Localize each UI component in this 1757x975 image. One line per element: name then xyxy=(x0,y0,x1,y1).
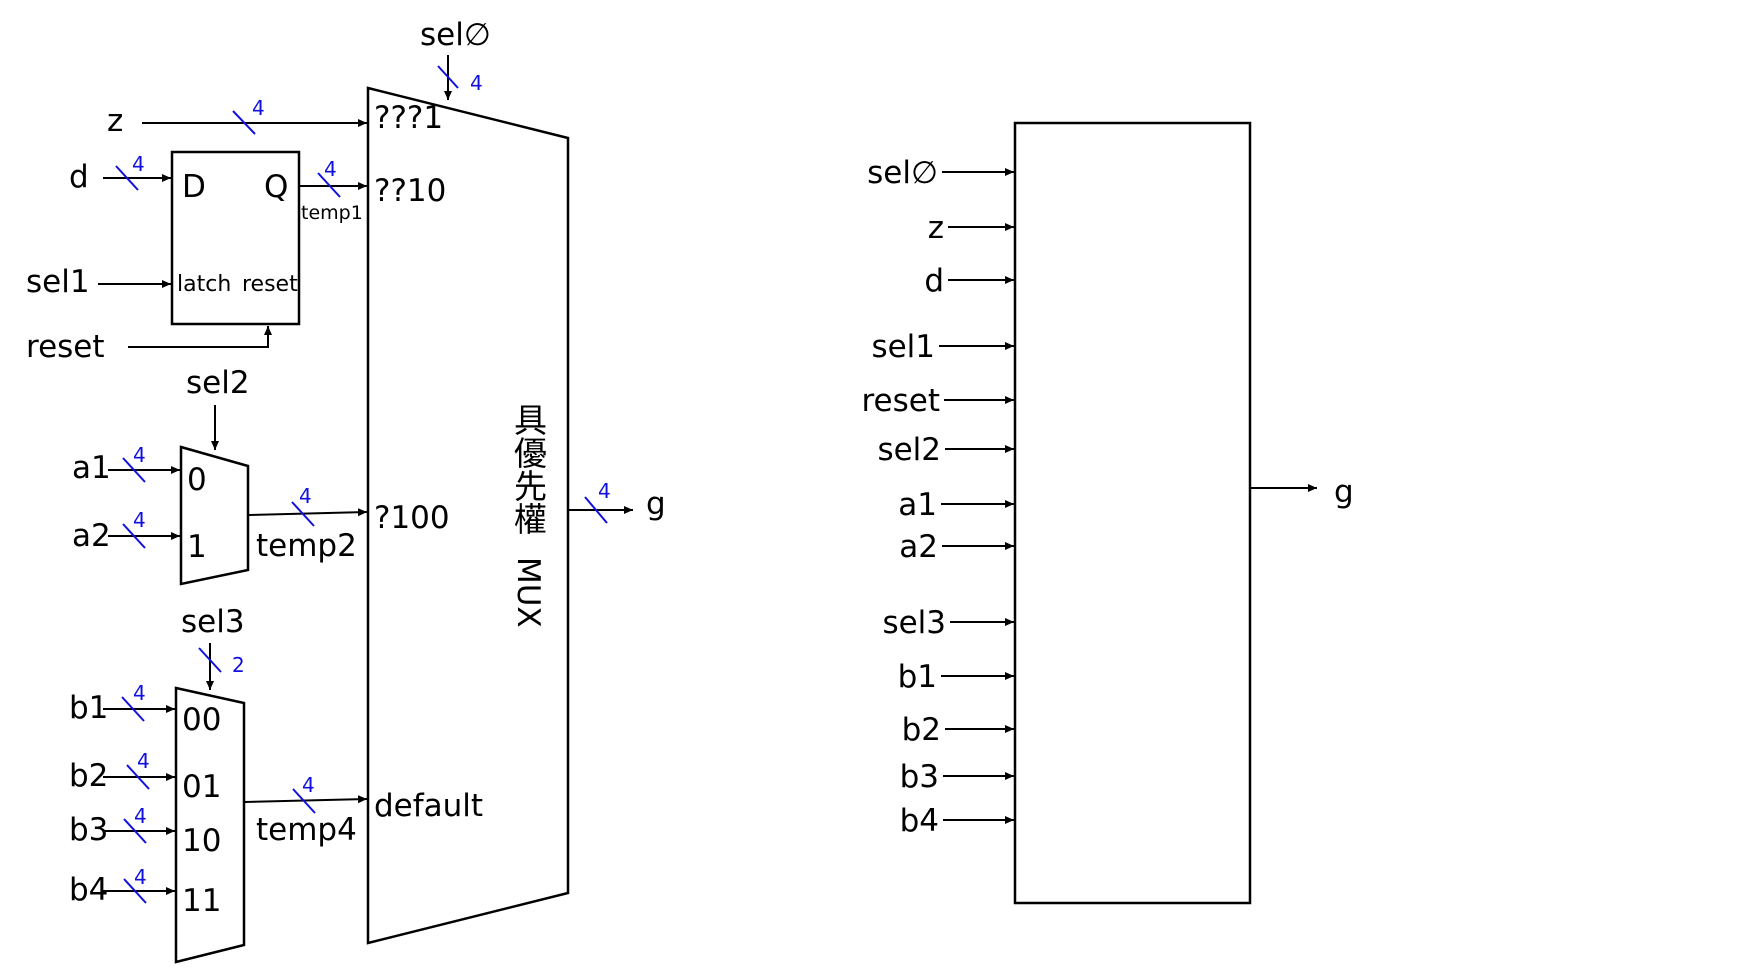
right-label-sel3: sel3 xyxy=(882,605,946,641)
label-b1: b1 xyxy=(69,690,108,726)
bus-slash-a1 xyxy=(122,457,146,483)
bus-slash-q xyxy=(317,172,341,198)
label-temp1: temp1 xyxy=(301,202,363,224)
label-sel0: sel∅ xyxy=(420,17,491,53)
mux-case-1: ???1 xyxy=(374,100,443,136)
label-b2: b2 xyxy=(69,758,108,794)
bus-slash-sel0 xyxy=(437,65,459,89)
bus-width-q: 4 xyxy=(324,157,337,181)
bus-slash-d xyxy=(115,165,139,191)
mux-case-default: default xyxy=(374,788,483,824)
right-label-d: d xyxy=(924,263,944,299)
priority-mux-title-cjk: 具優先權 xyxy=(509,403,548,535)
bus-width-g: 4 xyxy=(598,479,611,503)
mux4-in00: 00 xyxy=(182,702,221,738)
bus-width-sel3: 2 xyxy=(232,653,245,677)
bus-slash-b4 xyxy=(123,878,147,904)
latch-d-pin: D xyxy=(182,169,206,205)
bus-slash-temp2 xyxy=(291,501,315,527)
bus-slash-z xyxy=(232,110,256,135)
mux2-body xyxy=(179,445,250,586)
bus-width-a1: 4 xyxy=(133,443,146,467)
mux4-body xyxy=(174,686,246,964)
bus-slash-sel3 xyxy=(198,647,222,673)
right-label-b3: b3 xyxy=(900,759,939,795)
bus-slash-g xyxy=(584,496,608,524)
right-label-sel2: sel2 xyxy=(877,432,941,468)
label-b3: b3 xyxy=(69,812,108,848)
bus-width-b2: 4 xyxy=(137,749,150,773)
bus-width-sel0: 4 xyxy=(470,71,483,95)
mux2-in1: 1 xyxy=(187,529,207,565)
mux-case-2: ??10 xyxy=(374,173,446,209)
bus-width-b1: 4 xyxy=(133,681,146,705)
label-sel3: sel3 xyxy=(181,604,245,640)
mux4-in11: 11 xyxy=(182,883,221,919)
bus-slash-a2 xyxy=(122,523,146,549)
bus-slash-temp4 xyxy=(292,788,316,814)
wire-reset xyxy=(128,326,272,348)
bus-width-a2: 4 xyxy=(133,508,146,532)
right-inputs-group: sel∅ zd sel1 reset sel2 a1 a2 sel3 b1 b2 b3 b4 xyxy=(861,155,1014,839)
right-label-b4: b4 xyxy=(900,803,939,839)
right-label-b1: b1 xyxy=(898,659,937,695)
wire-temp4 xyxy=(244,795,368,804)
bus-width-b3: 4 xyxy=(134,804,147,828)
right-label-reset: reset xyxy=(861,383,940,419)
bus-width-d: 4 xyxy=(132,152,145,176)
right-label-a2: a2 xyxy=(899,529,938,565)
priority-mux-body xyxy=(366,86,570,945)
label-temp4: temp4 xyxy=(256,812,357,848)
latch-body xyxy=(170,150,301,326)
label-sel1: sel1 xyxy=(26,264,90,300)
latch-reset-pin: reset xyxy=(242,272,298,297)
latch-latch-pin: latch xyxy=(177,272,231,297)
label-d: d xyxy=(69,159,89,195)
bus-width-temp4: 4 xyxy=(302,773,315,797)
bus-slash-b2 xyxy=(126,764,150,790)
bus-slash-b3 xyxy=(123,818,147,844)
priority-mux-title-mux: MUX xyxy=(510,557,546,628)
label-b4: b4 xyxy=(69,872,108,908)
mux4-in10: 10 xyxy=(182,823,221,859)
right-label-sel0: sel∅ xyxy=(867,155,938,191)
label-g: g xyxy=(646,486,666,522)
right-diagram: sel∅ zd sel1 reset sel2 a1 a2 sel3 b1 b2 b3 b4 g xyxy=(861,121,1354,905)
wire-temp2 xyxy=(248,508,368,517)
bus-width-temp2: 4 xyxy=(299,484,312,508)
right-label-g: g xyxy=(1334,474,1354,510)
bus-slash-b1 xyxy=(121,696,145,722)
label-z: z xyxy=(107,103,123,139)
right-label-sel1: sel1 xyxy=(871,329,935,365)
bus-width-z: 4 xyxy=(252,96,265,120)
right-label-b2: b2 xyxy=(902,712,941,748)
label-reset: reset xyxy=(26,329,105,365)
label-a1: a1 xyxy=(72,450,111,486)
latch-q-pin: Q xyxy=(264,169,288,205)
bus-width-b4: 4 xyxy=(134,865,147,889)
label-temp2: temp2 xyxy=(256,528,357,564)
left-diagram: 具優先權 MUX ???1 ??10 ?100 default sel∅ 4 z… xyxy=(26,17,666,964)
right-label-a1: a1 xyxy=(898,487,937,523)
mux4-in01: 01 xyxy=(182,769,221,805)
mux2-in0: 0 xyxy=(187,462,207,498)
label-a2: a2 xyxy=(72,518,111,554)
right-label-z: z xyxy=(928,210,944,246)
label-sel2: sel2 xyxy=(186,365,250,401)
mux-case-3: ?100 xyxy=(374,500,450,536)
top-module-box xyxy=(1013,121,1252,905)
